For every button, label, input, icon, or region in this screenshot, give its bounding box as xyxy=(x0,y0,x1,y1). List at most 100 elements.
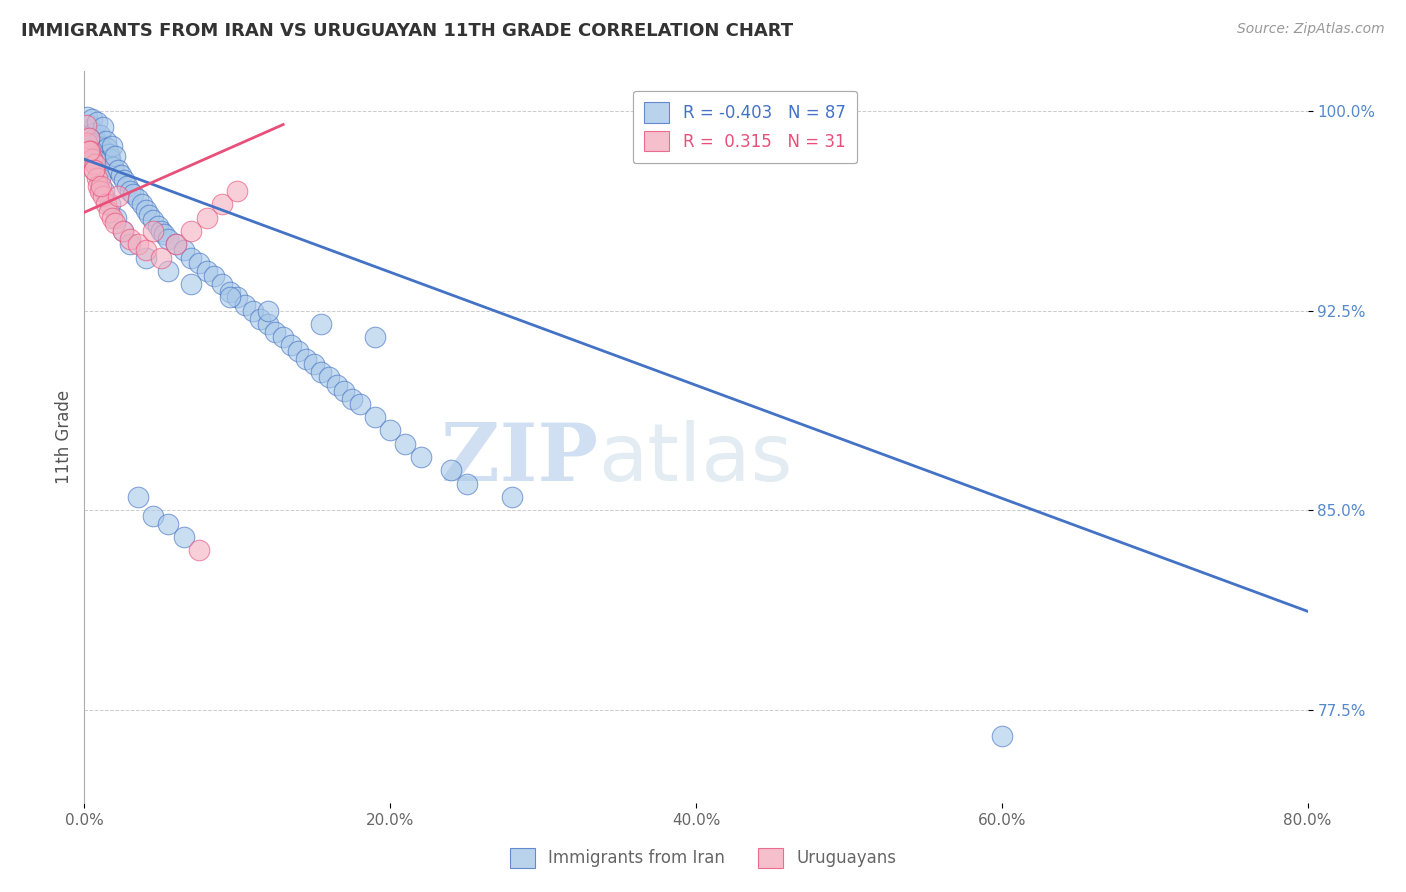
Point xyxy=(311,317,333,331)
Point xyxy=(271,330,294,344)
Point xyxy=(149,251,172,265)
Point xyxy=(173,530,195,544)
Point xyxy=(98,197,121,211)
Point xyxy=(157,264,180,278)
Point xyxy=(93,184,115,198)
Point xyxy=(77,118,100,132)
Point xyxy=(188,256,211,270)
Point xyxy=(188,543,211,558)
Point xyxy=(142,508,165,523)
Point xyxy=(165,237,187,252)
Point xyxy=(257,317,280,331)
Point xyxy=(135,202,157,217)
Point xyxy=(153,227,176,241)
Point xyxy=(218,290,240,304)
Point xyxy=(257,303,280,318)
Point xyxy=(120,184,142,198)
Point xyxy=(211,197,233,211)
Point xyxy=(120,232,142,246)
Point xyxy=(349,397,371,411)
Point xyxy=(340,392,363,406)
Point xyxy=(295,351,318,366)
Point xyxy=(107,162,129,177)
Point xyxy=(122,186,145,201)
Point xyxy=(157,516,180,531)
Point xyxy=(87,178,110,193)
Point xyxy=(77,131,100,145)
Point xyxy=(76,136,98,151)
Point xyxy=(75,118,97,132)
Point xyxy=(93,144,115,158)
Point xyxy=(502,490,524,504)
Point xyxy=(127,237,149,252)
Point xyxy=(96,141,118,155)
Point xyxy=(97,146,120,161)
Point xyxy=(77,144,100,158)
Point xyxy=(180,251,202,265)
Point xyxy=(157,232,180,246)
Point xyxy=(83,126,105,140)
Point xyxy=(91,189,114,203)
Point xyxy=(80,112,103,127)
Point xyxy=(94,197,117,211)
Point xyxy=(90,178,112,193)
Point xyxy=(440,463,463,477)
Point xyxy=(89,128,111,143)
Point xyxy=(249,311,271,326)
Point xyxy=(211,277,233,292)
Point xyxy=(101,138,124,153)
Point xyxy=(180,224,202,238)
Point xyxy=(242,303,264,318)
Point xyxy=(142,213,165,227)
Point xyxy=(84,157,107,171)
Point xyxy=(165,237,187,252)
Point xyxy=(127,490,149,504)
Y-axis label: 11th Grade: 11th Grade xyxy=(55,390,73,484)
Point xyxy=(264,325,287,339)
Point xyxy=(79,144,101,158)
Point xyxy=(226,184,249,198)
Point xyxy=(86,170,108,185)
Point xyxy=(110,168,132,182)
Point xyxy=(94,134,117,148)
Point xyxy=(131,197,153,211)
Point xyxy=(991,729,1014,743)
Point xyxy=(104,149,127,163)
Point xyxy=(280,338,302,352)
Text: Source: ZipAtlas.com: Source: ZipAtlas.com xyxy=(1237,22,1385,37)
Point xyxy=(325,378,347,392)
Point xyxy=(84,152,107,166)
Point xyxy=(318,370,340,384)
Point xyxy=(394,436,416,450)
Point xyxy=(76,110,98,124)
Point xyxy=(90,138,112,153)
Point xyxy=(233,298,256,312)
Point xyxy=(87,136,110,151)
Point xyxy=(127,192,149,206)
Point xyxy=(101,211,124,225)
Legend: R = -0.403   N = 87, R =  0.315   N = 31: R = -0.403 N = 87, R = 0.315 N = 31 xyxy=(633,91,858,163)
Point xyxy=(380,424,402,438)
Point xyxy=(120,237,142,252)
Point xyxy=(89,184,111,198)
Legend: Immigrants from Iran, Uruguayans: Immigrants from Iran, Uruguayans xyxy=(503,841,903,875)
Point xyxy=(104,216,127,230)
Point xyxy=(86,115,108,129)
Point xyxy=(311,365,333,379)
Point xyxy=(142,224,165,238)
Point xyxy=(111,224,134,238)
Point xyxy=(138,208,160,222)
Point xyxy=(80,144,103,158)
Point xyxy=(97,205,120,219)
Point xyxy=(105,211,128,225)
Point xyxy=(77,131,100,145)
Point xyxy=(83,162,105,177)
Point xyxy=(195,264,218,278)
Point xyxy=(89,170,111,185)
Point xyxy=(146,219,169,233)
Point xyxy=(149,224,172,238)
Text: atlas: atlas xyxy=(598,420,793,498)
Point xyxy=(111,224,134,238)
Point xyxy=(364,410,387,425)
Point xyxy=(195,211,218,225)
